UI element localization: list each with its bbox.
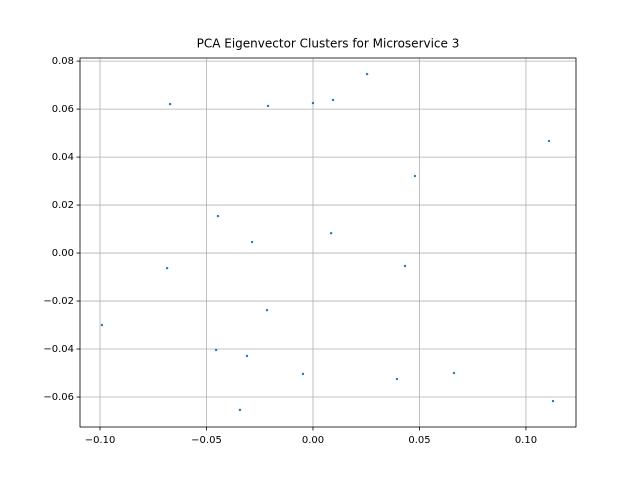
y-tick-label: 0.08 [52, 56, 74, 67]
point [266, 104, 270, 108]
point [214, 348, 218, 352]
point [551, 399, 555, 403]
point [311, 101, 315, 105]
point [216, 214, 220, 218]
point [547, 139, 551, 143]
point [250, 240, 254, 244]
point [100, 323, 104, 327]
y-tick-label: 0.00 [52, 248, 74, 259]
point [395, 377, 399, 381]
x-tick-label: 0.05 [408, 435, 430, 446]
y-tick-label: 0.02 [52, 200, 74, 211]
point [301, 372, 305, 376]
y-tick-label: −0.06 [43, 392, 74, 403]
point [165, 266, 169, 270]
x-tick-label: −0.05 [191, 435, 222, 446]
plot-frame [79, 57, 577, 428]
x-tick-label: 0.10 [515, 435, 537, 446]
y-tick-label: 0.04 [52, 152, 74, 163]
point [245, 354, 249, 358]
point [168, 102, 172, 106]
point [413, 174, 417, 178]
y-tick-label: 0.06 [52, 104, 74, 115]
chart-title: PCA Eigenvector Clusters for Microservic… [197, 37, 460, 51]
point [452, 371, 456, 375]
y-tick-label: −0.02 [43, 296, 74, 307]
point [238, 408, 242, 412]
point [403, 264, 407, 268]
point [329, 231, 333, 235]
x-tick-label: −0.10 [85, 435, 116, 446]
y-tick-label: −0.04 [43, 344, 74, 355]
x-tick-label: 0.00 [302, 435, 324, 446]
point [265, 308, 269, 312]
point [331, 98, 335, 102]
point [365, 72, 369, 76]
